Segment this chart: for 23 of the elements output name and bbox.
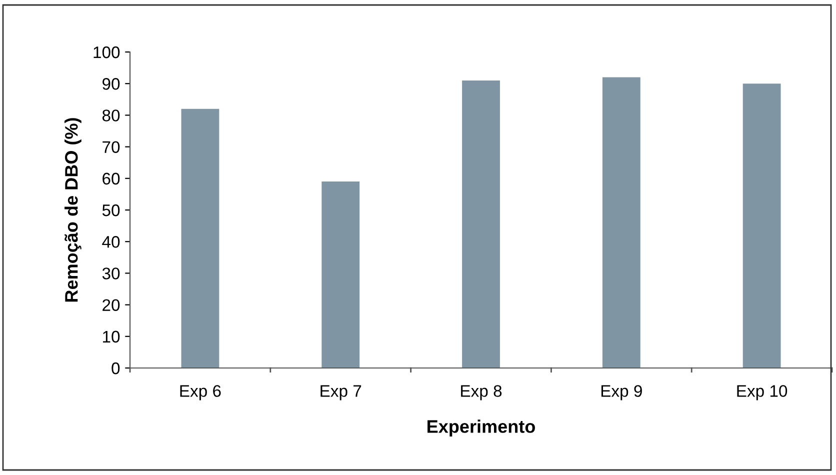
x-tick-label: Exp 9 [601, 385, 642, 400]
x-tick-label: Exp 10 [737, 385, 788, 400]
y-tick-label: 60 [102, 172, 120, 185]
bar [322, 182, 360, 368]
y-tick-label: 40 [102, 236, 120, 248]
y-axis-title: Remoção de DBO (%) [64, 118, 82, 302]
y-tick-label: 80 [102, 110, 120, 122]
x-tick-label: Exp 6 [180, 385, 221, 400]
x-axis-title: Experimento [428, 420, 535, 436]
y-tick-label: 30 [102, 268, 120, 280]
y-tick-label: 90 [102, 78, 120, 90]
bar [602, 77, 640, 368]
y-tick-label: 100 [94, 46, 120, 58]
y-tick-label: 20 [102, 299, 120, 312]
bar [181, 108, 220, 368]
y-tick-label: 70 [102, 141, 120, 154]
bar [742, 84, 781, 368]
y-tick-label: 50 [102, 204, 120, 216]
y-tick-label: 10 [103, 330, 120, 343]
x-tick-label: Exp 7 [320, 385, 362, 400]
x-tick-label: Exp 8 [461, 385, 502, 400]
y-tick-label: 0 [112, 362, 120, 374]
bar [462, 80, 500, 368]
